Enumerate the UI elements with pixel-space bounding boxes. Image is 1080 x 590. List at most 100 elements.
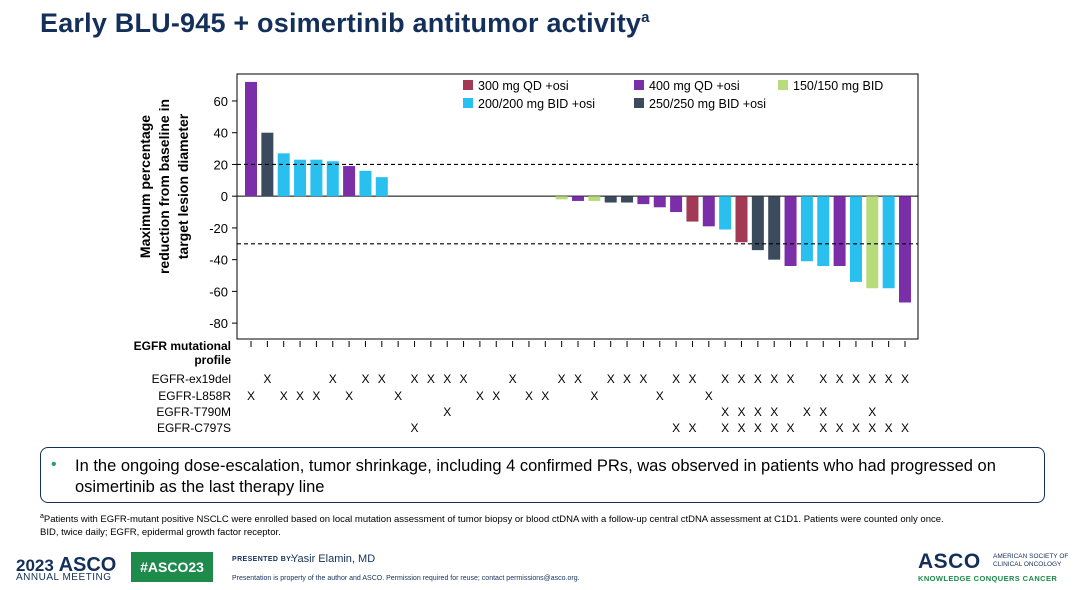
profile-mark: X [721, 405, 729, 419]
asco-org-name: AMERICAN SOCIETY OF CLINICAL ONCOLOGY [993, 553, 1069, 568]
presented-by-label: PRESENTED BY: [232, 556, 294, 563]
profile-mark: X [901, 372, 909, 386]
legend-swatch-1 [463, 80, 473, 90]
page-title-text: Early BLU-945 + osimertinib antitumor ac… [40, 8, 642, 38]
profile-mark: X [885, 372, 893, 386]
profile-mark: X [754, 421, 762, 435]
bar-24 [621, 196, 634, 203]
profile-mark: X [263, 372, 271, 386]
profile-mark: X [247, 389, 255, 403]
legend-swatch-4 [463, 98, 473, 108]
bar-3 [277, 153, 290, 197]
profile-mark: X [836, 372, 844, 386]
y-axis-label-line-2: reduction from baseline in [156, 99, 172, 274]
y-tick-label: -40 [209, 253, 228, 268]
profile-mark: X [443, 405, 451, 419]
y-tick-label: 40 [214, 126, 228, 141]
profile-mark: X [852, 372, 860, 386]
bar-26 [653, 196, 666, 208]
bar-29 [702, 196, 715, 227]
bar-20 [555, 196, 568, 200]
profile-mark: X [688, 372, 696, 386]
footnote: aPatients with EGFR-mutant positive NSCL… [40, 510, 1050, 539]
asco-logo: ASCO [918, 550, 981, 573]
profile-row-label-1: EGFR-ex19del [152, 372, 231, 386]
legend-swatch-5 [634, 98, 644, 108]
profile-mark: X [329, 372, 337, 386]
profile-mark: X [672, 372, 680, 386]
profile-mark: X [492, 389, 500, 403]
bar-41 [899, 196, 911, 303]
callout-text: In the ongoing dose-escalation, tumor sh… [75, 457, 996, 496]
waterfall-chart: 60 40 20 0 -20 -40 -60 -80 Maximum percentage red… [134, 73, 919, 435]
meeting-asco: ASCO [58, 554, 117, 576]
bar-33 [768, 196, 781, 260]
profile-mark: X [852, 421, 860, 435]
bar-40 [882, 196, 895, 289]
profile-mark: X [721, 421, 729, 435]
bar-9 [375, 177, 388, 197]
profile-mark: X [770, 421, 778, 435]
bar-27 [670, 196, 683, 213]
profile-mark: X [819, 421, 827, 435]
y-axis-label-line-3: target lesion diameter [175, 113, 191, 259]
profile-mark: X [410, 421, 418, 435]
meeting-name: ANNUAL MEETING [16, 572, 112, 583]
bar-30 [719, 196, 732, 230]
profile-mark: X [312, 389, 320, 403]
profile-mark: X [361, 372, 369, 386]
bar-34 [784, 196, 797, 267]
legend-label-4: 200/200 mg BID +osi [478, 97, 595, 111]
bar-32 [751, 196, 764, 251]
profile-row-label-3: EGFR-T790M [156, 405, 231, 419]
y-tick-label: -60 [209, 284, 228, 299]
bar-8 [359, 170, 372, 197]
profile-mark: X [803, 405, 811, 419]
bar-28 [686, 196, 699, 222]
bar-37 [833, 196, 846, 267]
profile-mark: X [623, 372, 631, 386]
profile-mark: X [607, 372, 615, 386]
bar-39 [866, 196, 879, 289]
asco-tagline: KNOWLEDGE CONQUERS CANCER [918, 574, 1058, 583]
bar-25 [637, 196, 650, 205]
y-tick-label: -20 [209, 221, 228, 236]
title-superscript: a [641, 9, 650, 26]
legend-swatch-3 [778, 80, 788, 90]
profile-mark: X [639, 372, 647, 386]
profile-mark: X [819, 372, 827, 386]
profile-mark: X [754, 405, 762, 419]
profile-mark: X [378, 372, 386, 386]
profile-mark: X [590, 389, 598, 403]
profile-row-label-4: EGFR-C797S [157, 421, 231, 435]
profile-mark: X [868, 405, 876, 419]
footnote-line-2: BID, twice daily; EGFR, epidermal growth… [40, 527, 281, 539]
page-title: Early BLU-945 + osimertinib antitumor ac… [40, 8, 650, 39]
bar-7 [343, 166, 356, 197]
meeting-year: 2023 [16, 556, 54, 575]
profile-mark: X [737, 405, 745, 419]
profile-mark: X [541, 389, 549, 403]
y-tick-label: 60 [214, 94, 228, 109]
profile-mark: X [754, 372, 762, 386]
profile-mark: X [558, 372, 566, 386]
bar-23 [604, 196, 617, 203]
profile-mark: X [443, 372, 451, 386]
legend-label-5: 250/250 mg BID +osi [649, 97, 766, 111]
bar-31 [735, 196, 748, 243]
y-tick-label: 0 [221, 189, 228, 204]
bar-22 [588, 196, 601, 201]
profile-mark: X [688, 421, 696, 435]
y-axis-label-line-1: Maximum percentage [137, 115, 153, 258]
profile-row-label-2: EGFR-L858R [158, 389, 231, 403]
profile-mark: X [885, 421, 893, 435]
profile-mark: X [394, 389, 402, 403]
profile-mark: X [705, 389, 713, 403]
legend-label-1: 300 mg QD +osi [478, 79, 569, 93]
meeting-logo: 2023 ASCO [16, 554, 116, 577]
hashtag-badge: #ASCO23 [131, 552, 213, 582]
legend-swatch-2 [634, 80, 644, 90]
footnote-line-1: Patients with EGFR-mutant positive NSCLC… [43, 514, 944, 526]
profile-mark: X [737, 421, 745, 435]
presenter-name: Yasir Elamin, MD [291, 553, 376, 565]
